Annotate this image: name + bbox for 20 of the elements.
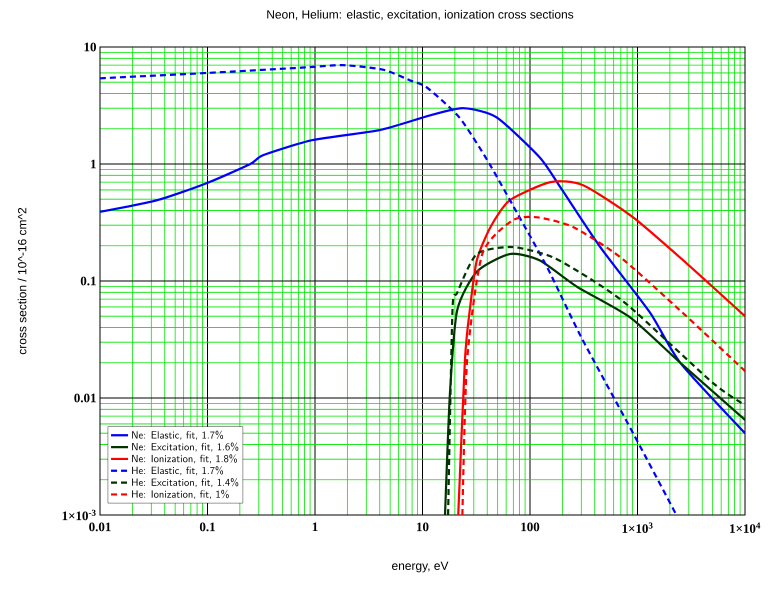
legend-label: Ne: Excitation, fit, 1.6% xyxy=(132,442,238,452)
y-tick-label: 1 xyxy=(91,160,96,168)
legend-label: Ne: Elastic, fit, 1.7% xyxy=(132,430,224,440)
y-axis-title: cross section / 10^-16 cm^2 xyxy=(18,208,26,354)
y-tick-label: 1×10$^{-3}$ xyxy=(62,510,96,520)
legend-label: Ne: Ionization, fit, 1.8% xyxy=(132,454,237,464)
x-tick-label: 1×10$^{3}$ xyxy=(622,522,653,533)
x-tick-label: 10 xyxy=(417,522,428,532)
x-tick-label: 0.1 xyxy=(200,522,215,532)
chart-title: Neon, Helium: elastic, excitation, ionization cross sections xyxy=(267,10,574,20)
legend-label: He: Excitation, fit, 1.4% xyxy=(132,478,238,488)
legend-label: He: Elastic, fit, 1.7% xyxy=(132,466,224,476)
x-tick-label: 1×10$^{4}$ xyxy=(730,522,760,533)
legend-label: He: Ionization, fit, 1% xyxy=(132,490,229,499)
x-tick-label: 1 xyxy=(312,522,318,532)
y-tick-label: 0.01 xyxy=(74,394,96,402)
x-tick-label: 100 xyxy=(521,522,540,532)
y-tick-label: 10 xyxy=(84,42,96,52)
y-tick-label: 0.1 xyxy=(80,276,96,286)
x-axis-title: energy, eV xyxy=(392,562,448,572)
